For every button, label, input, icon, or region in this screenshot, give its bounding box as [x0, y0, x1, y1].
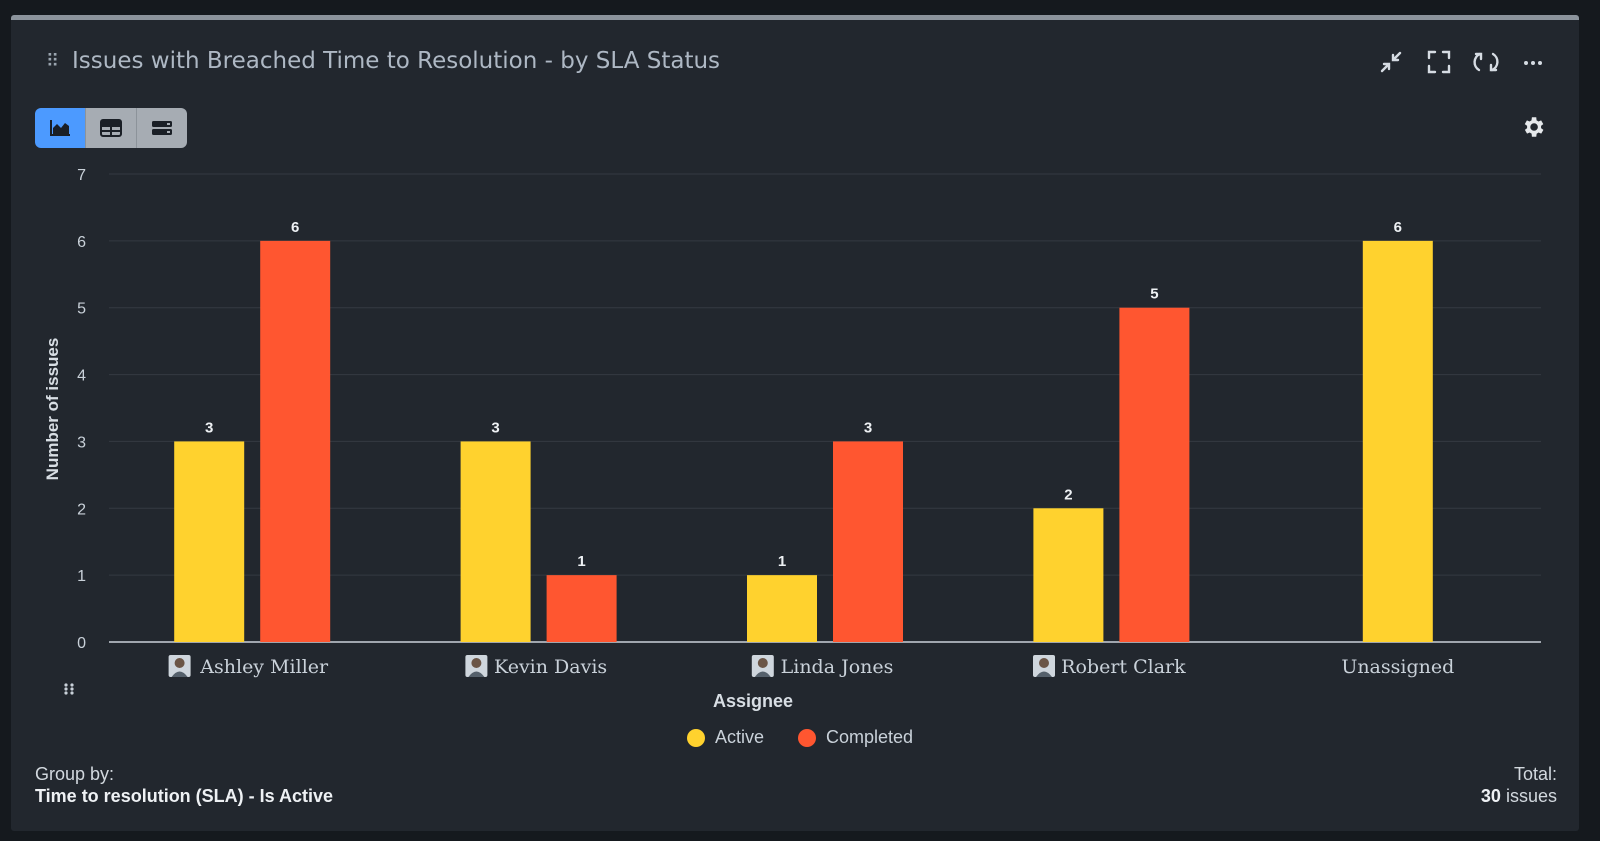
x-tick-label: Unassigned [1341, 656, 1454, 678]
x-axis-label: Assignee [713, 691, 793, 711]
bar-completed [1119, 307, 1190, 642]
bar-active [1033, 508, 1104, 642]
bar-completed [260, 240, 331, 642]
avatar-head [471, 658, 482, 668]
data-label: 3 [205, 419, 213, 436]
legend-item-active[interactable]: Active [686, 727, 764, 748]
avatar-body [1036, 671, 1052, 677]
y-tick-label: 2 [77, 501, 86, 518]
legend-dot-active [686, 728, 705, 747]
group-by-value: Time to resolution (SLA) - Is Active [35, 786, 334, 806]
table-view-button[interactable] [86, 108, 137, 148]
avatar-head [757, 658, 768, 668]
y-tick-label: 1 [77, 568, 86, 585]
data-label: 3 [864, 419, 872, 436]
x-tick-label: Robert Clark [1061, 656, 1186, 678]
list-view-button[interactable] [137, 108, 187, 148]
avatar-head [174, 658, 185, 668]
avatar-body [171, 671, 188, 677]
bar-completed [833, 441, 903, 642]
legend-item-completed[interactable]: Completed [797, 727, 914, 748]
y-tick-label: 7 [77, 167, 86, 184]
data-label: 1 [577, 553, 585, 570]
drag-handle-icon[interactable]: ⠿ [46, 51, 60, 72]
total-label: Total: [1513, 764, 1557, 784]
gear-icon[interactable] [1520, 114, 1546, 140]
refresh-icon[interactable] [1472, 48, 1500, 76]
data-label: 6 [1394, 219, 1402, 236]
y-tick-label: 5 [77, 301, 86, 318]
x-tick-label: Linda Jones [781, 656, 894, 678]
x-tick-label: Kevin Davis [494, 656, 607, 678]
chart-legend: Active Completed [0, 727, 1600, 748]
more-icon[interactable] [1520, 48, 1548, 76]
axis-drag-handle-icon[interactable] [63, 682, 75, 701]
y-tick-label: 6 [77, 234, 86, 251]
y-tick-label: 0 [77, 635, 86, 652]
bar-active [460, 441, 531, 642]
collapse-icon[interactable] [1377, 48, 1405, 76]
legend-label-active: Active [714, 727, 764, 747]
avatar-head [1039, 658, 1049, 668]
table-view-icon [100, 119, 122, 137]
group-by-info: Group by: Time to resolution (SLA) - Is … [35, 763, 333, 807]
bar-active [174, 441, 245, 642]
avatar-body [468, 671, 485, 677]
bar-active [747, 575, 817, 642]
list-view-icon [152, 121, 172, 135]
gadget-title: Issues with Breached Time to Resolution … [72, 48, 721, 74]
avatar-body [754, 671, 771, 677]
legend-dot-completed [797, 728, 816, 747]
total-unit: issues [1505, 786, 1557, 806]
legend-label-completed: Completed [825, 727, 914, 747]
chart-view-button[interactable] [35, 108, 86, 148]
chart-view-icon [50, 120, 70, 136]
bar-active [1362, 240, 1433, 642]
total-info: Total: 30 issues [1481, 763, 1557, 807]
bar-completed [546, 575, 617, 642]
data-label: 6 [291, 219, 299, 236]
y-tick-label: 4 [77, 368, 86, 385]
view-toggle [35, 108, 187, 148]
data-label: 3 [491, 419, 499, 436]
x-tick-label: Ashley Miller [199, 656, 329, 678]
data-label: 1 [778, 553, 786, 570]
y-axis-label: Number of issues [43, 338, 62, 481]
bar-chart: 0 1 2 3 4 5 6 7 Number of issues Assignee 3 6 Ashley… [43, 167, 1541, 711]
data-label: 5 [1150, 286, 1158, 303]
group-by-label: Group by: [35, 764, 115, 784]
y-tick-label: 3 [77, 434, 86, 451]
total-count: 30 [1480, 786, 1501, 806]
fullscreen-icon[interactable] [1425, 48, 1453, 76]
data-label: 2 [1064, 486, 1072, 503]
